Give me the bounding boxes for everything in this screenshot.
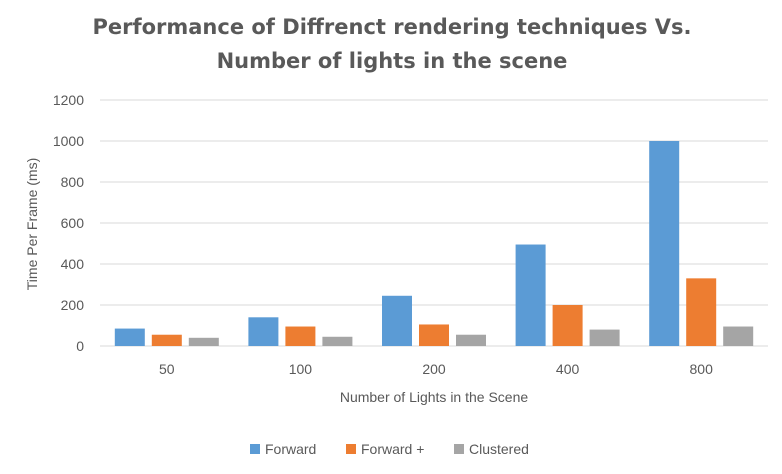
bar-forward-50 <box>114 328 145 346</box>
bar-forward-800 <box>686 278 717 346</box>
bar-forward-100 <box>248 317 279 346</box>
y-tick-label: 0 <box>76 338 84 354</box>
y-tick-label: 600 <box>61 215 85 231</box>
y-tick-label: 800 <box>61 174 85 190</box>
legend-swatch <box>454 444 464 454</box>
x-tick-label: 200 <box>422 361 446 377</box>
x-axis-label: Number of Lights in the Scene <box>340 389 529 405</box>
chart-title-line-1: Performance of Diffrenct rendering techn… <box>92 15 691 39</box>
y-tick-label: 1000 <box>53 133 84 149</box>
y-tick-label: 1200 <box>53 92 84 108</box>
legend-label: Forward + <box>361 441 424 457</box>
x-tick-label: 50 <box>159 361 175 377</box>
bar-forward-200 <box>382 295 412 346</box>
x-tick-label: 400 <box>556 361 580 377</box>
y-tick-labels: 0 200 400 600 800 1000 1200 <box>53 92 84 354</box>
bar-clustered-400 <box>589 329 620 346</box>
bar-forward-400 <box>515 244 546 346</box>
bar-clustered-200 <box>456 334 486 346</box>
legend-swatch <box>250 444 260 454</box>
bar-clustered-800 <box>723 326 754 346</box>
y-tick-label: 400 <box>61 256 85 272</box>
bar-clustered-100 <box>322 336 353 346</box>
legend-swatch <box>346 444 356 454</box>
bar-forward-100 <box>285 326 316 346</box>
bar-forward-200 <box>419 324 449 346</box>
legend: Forward Forward + Clustered <box>250 441 529 457</box>
chart-title-line-2: Number of lights in the scene <box>217 49 568 73</box>
y-tick-label: 200 <box>61 297 85 313</box>
x-tick-label: 800 <box>690 361 714 377</box>
gridlines <box>100 99 768 347</box>
x-tick-labels: 50 100 200 400 800 <box>159 361 713 377</box>
legend-label: Clustered <box>469 441 529 457</box>
legend-label: Forward <box>265 441 316 457</box>
bar-clustered-50 <box>188 337 219 346</box>
bar-forward-800 <box>649 141 680 346</box>
bar-forward-400 <box>552 305 583 346</box>
y-axis-label: Time Per Frame (ms) <box>24 158 40 290</box>
x-tick-label: 100 <box>289 361 313 377</box>
bars <box>114 141 754 346</box>
bar-forward-50 <box>151 334 182 346</box>
